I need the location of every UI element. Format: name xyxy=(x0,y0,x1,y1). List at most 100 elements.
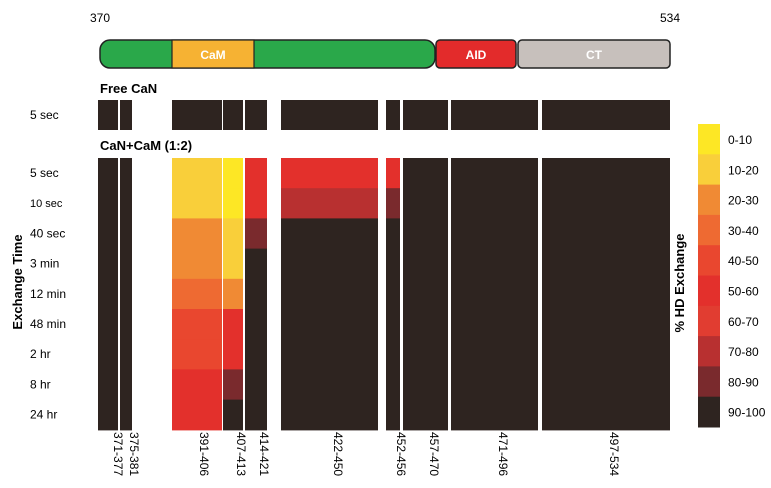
peptide-labels: 371-377 375-381 391-406 407-413 414-421 422-4… xyxy=(111,432,621,476)
complex-cell xyxy=(98,248,118,280)
complex-cell xyxy=(451,158,538,189)
free-cell xyxy=(403,100,448,130)
complex-cell xyxy=(386,218,400,250)
complex-cell xyxy=(120,399,132,431)
peptide-label: 497-534 xyxy=(607,432,621,476)
legend-swatch xyxy=(698,245,720,276)
peptide-label: 414-421 xyxy=(257,432,271,476)
complex-cell xyxy=(245,188,267,219)
complex-cell xyxy=(451,339,538,370)
complex-cell xyxy=(451,248,538,280)
complex-cell xyxy=(386,309,400,340)
peptide-label: 471-496 xyxy=(496,432,510,476)
section-title-complex: CaN+CaM (1:2) xyxy=(100,138,192,153)
legend-label: 90-100 xyxy=(728,406,766,420)
legend-label: 30-40 xyxy=(728,224,759,238)
complex-cell xyxy=(98,218,118,250)
complex-row-label: 40 sec xyxy=(30,226,65,240)
peptide-label: 457-470 xyxy=(427,432,441,476)
complex-cell xyxy=(120,218,132,250)
domain-segment-ct-label: CT xyxy=(586,48,603,62)
complex-cell xyxy=(281,309,378,340)
complex-cell xyxy=(98,399,118,431)
complex-cell xyxy=(172,399,222,431)
complex-cell xyxy=(98,309,118,340)
complex-row-label: 24 hr xyxy=(30,408,57,422)
complex-row-label: 8 hr xyxy=(30,377,51,391)
complex-cell xyxy=(223,218,243,250)
peptide-label: 371-377 xyxy=(111,432,125,476)
complex-cell xyxy=(245,339,267,370)
complex-row-label: 10 sec xyxy=(30,198,63,210)
legend-swatch xyxy=(698,184,720,216)
complex-row-labels: 5 sec 10 sec 40 sec 3 min 12 min 48 min 2 hr 8 … xyxy=(30,166,66,422)
complex-cell xyxy=(386,248,400,280)
complex-cell xyxy=(172,339,222,370)
complex-cell xyxy=(451,188,538,219)
legend-swatch xyxy=(698,154,720,186)
complex-cell xyxy=(451,369,538,401)
free-row-label: 5 sec xyxy=(30,108,59,122)
legend-label: 50-60 xyxy=(728,285,759,299)
complex-cell xyxy=(281,369,378,401)
complex-cell xyxy=(403,218,448,250)
complex-cell xyxy=(245,248,267,280)
complex-cell xyxy=(386,158,400,189)
complex-cell xyxy=(386,339,400,370)
legend-title: % HD Exchange xyxy=(672,234,687,333)
complex-cell xyxy=(403,278,448,310)
peptide-label: 452-456 xyxy=(394,432,408,476)
domain-segment-cam xyxy=(171,39,255,69)
legend-swatch xyxy=(698,396,720,428)
domain-bar: 370 534 CaM AID CT xyxy=(90,11,680,69)
legend-swatch xyxy=(698,336,720,367)
complex-cell xyxy=(245,309,267,340)
peptide-label: 375-381 xyxy=(127,432,141,476)
legend-label: 80-90 xyxy=(728,375,759,389)
domain-segment-catalytic xyxy=(99,39,436,69)
complex-row-label: 5 sec xyxy=(30,166,59,180)
complex-cell xyxy=(223,278,243,310)
complex-cell xyxy=(281,339,378,370)
complex-cell xyxy=(403,309,448,340)
complex-cell xyxy=(542,158,670,189)
complex-cell xyxy=(542,309,670,340)
complex-cell xyxy=(172,309,222,340)
complex-cell xyxy=(120,248,132,280)
complex-cell xyxy=(386,369,400,401)
complex-row-label: 12 min xyxy=(30,287,66,301)
complex-row-label: 2 hr xyxy=(30,347,51,361)
complex-cell xyxy=(542,339,670,370)
complex-cell xyxy=(172,218,222,250)
complex-cell xyxy=(281,248,378,280)
free-cell xyxy=(223,100,243,130)
section-title-free: Free CaN xyxy=(100,81,157,96)
complex-cell xyxy=(386,278,400,310)
legend-swatch xyxy=(698,124,720,155)
complex-cell xyxy=(403,188,448,219)
complex-cell xyxy=(281,399,378,431)
complex-cell xyxy=(223,158,243,189)
complex-cell xyxy=(223,399,243,431)
complex-cell xyxy=(451,278,538,310)
complex-cell xyxy=(403,158,448,189)
complex-cell xyxy=(120,188,132,219)
complex-cell xyxy=(542,278,670,310)
complex-cell xyxy=(403,339,448,370)
free-cell xyxy=(98,100,118,130)
legend: 0-10 10-20 20-30 30-40 40-50 50-60 60-70 70-80 8… xyxy=(698,124,766,428)
complex-cell xyxy=(120,309,132,340)
complex-cell xyxy=(542,188,670,219)
legend-label: 70-80 xyxy=(728,345,759,359)
complex-cell xyxy=(386,188,400,219)
complex-cell xyxy=(223,248,243,280)
complex-cell xyxy=(223,309,243,340)
complex-cell xyxy=(386,399,400,431)
domain-segment-ct xyxy=(517,39,671,69)
complex-cell xyxy=(172,278,222,310)
legend-label: 20-30 xyxy=(728,194,759,208)
legend-swatch xyxy=(698,275,720,307)
complex-cell xyxy=(281,278,378,310)
